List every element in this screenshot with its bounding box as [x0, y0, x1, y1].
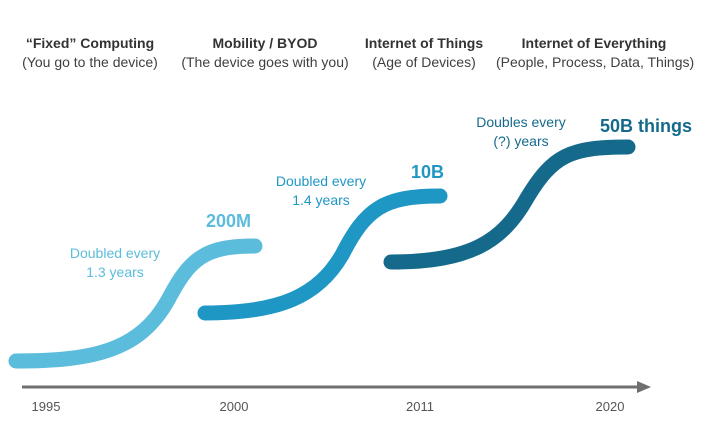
era-subtitle: (You go to the device) [22, 54, 158, 70]
note-line: (?) years [493, 133, 549, 149]
year-label-2020: 2020 [595, 399, 625, 414]
era-title: “Fixed” Computing [25, 35, 155, 51]
note-line: Doubled every [275, 173, 367, 189]
note-line: 1.4 years [292, 192, 350, 208]
note-line: 1.3 years [86, 264, 144, 280]
era-subtitle: (The device goes with you) [181, 54, 349, 70]
device-count-50b: 50B things [600, 116, 693, 136]
device-count-200m: 200M [206, 211, 252, 231]
note-line: Doubled every [69, 245, 161, 261]
growth-curve-mobility [197, 188, 448, 321]
device-count-10b: 10B [411, 162, 445, 182]
year-label-2000: 2000 [219, 399, 249, 414]
era-fixed-computing: “Fixed” Computing (You go to the device) [10, 34, 170, 72]
era-internet-of-things: Internet of Things (Age of Devices) [360, 34, 488, 72]
year-label-2011: 2011 [406, 399, 434, 414]
growth-curve-fixed-computing [8, 238, 263, 369]
growth-note-phase-2: Doubled every 1.4 years [268, 172, 374, 210]
growth-note-phase-1: Doubled every 1.3 years [62, 244, 168, 282]
timeline-arrow-icon [637, 381, 651, 393]
era-subtitle: (Age of Devices) [372, 54, 476, 70]
growth-note-phase-3: Doubles every (?) years [468, 113, 574, 151]
era-title: Internet of Everything [521, 35, 667, 51]
era-internet-of-everything: Internet of Everything (People, Process,… [496, 34, 695, 72]
era-title: Internet of Things [364, 35, 484, 51]
era-mobility-byod: Mobility / BYOD (The device goes with yo… [180, 34, 350, 72]
note-line: Doubles every [476, 114, 566, 130]
era-title: Mobility / BYOD [212, 35, 318, 51]
growth-curve-internet-of-everything [383, 139, 636, 270]
year-label-1995: 1995 [31, 399, 61, 414]
era-subtitle: (People, Process, Data, Things) [496, 54, 695, 70]
